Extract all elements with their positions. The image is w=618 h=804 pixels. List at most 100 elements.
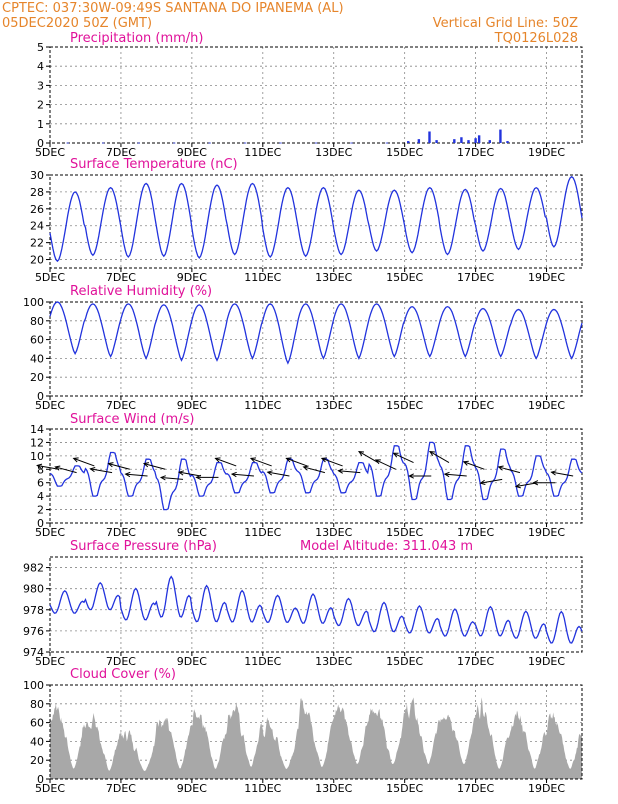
wind-vector-head <box>36 463 43 469</box>
wind-vector-head <box>428 450 435 456</box>
x-tick-label: 17DEC <box>457 399 494 412</box>
wind-vector <box>161 476 184 480</box>
cloud-cover-area <box>50 697 582 779</box>
y-tick-label: 8 <box>37 463 44 476</box>
plot-frame <box>49 556 583 653</box>
y-tick-label: 100 <box>23 296 44 309</box>
x-tick-label: 19DEC <box>528 271 565 284</box>
x-tick-label: 7DEC <box>106 526 136 539</box>
wind-vector-head <box>302 465 309 471</box>
y-tick-label: 40 <box>30 352 44 365</box>
x-tick-label: 17DEC <box>457 271 494 284</box>
wind-vector <box>551 471 574 477</box>
pres-panel: Surface Pressure (hPa) Model Altitude: 3… <box>23 539 583 668</box>
wind-vector-head <box>392 452 399 458</box>
x-tick-label: 15DEC <box>386 655 423 668</box>
y-tick-label: 974 <box>23 646 44 659</box>
y-tick-label: 1 <box>37 118 44 131</box>
x-tick-label: 5DEC <box>35 271 65 284</box>
y-tick-label: 6 <box>37 477 44 490</box>
wind-vector <box>286 457 308 467</box>
x-tick-label: 15DEC <box>386 146 423 159</box>
y-tick-label: 5 <box>37 41 44 54</box>
wind-vector-head <box>337 468 344 474</box>
wind-vector <box>125 473 148 477</box>
rh-title: Relative Humidity (%) <box>70 284 212 299</box>
wind-vector-head <box>514 483 521 489</box>
wind-vector <box>463 461 485 470</box>
x-tick-label: 19DEC <box>528 399 565 412</box>
wind-vector <box>215 457 237 467</box>
precip-bar <box>314 142 318 144</box>
wind-vector-head <box>89 466 96 473</box>
y-tick-label: 100 <box>23 679 44 692</box>
precip-bar <box>102 142 105 144</box>
wind-vector-head <box>374 459 381 465</box>
x-tick-label: 11DEC <box>244 655 281 668</box>
y-tick-label: 2 <box>37 504 44 517</box>
cloud-panel: Cloud Cover (%) 0 20 40 60 80 100 5DEC 7DEC 9DEC… <box>23 667 583 795</box>
x-tick-label: 11DEC <box>244 782 281 795</box>
y-tick-label: 12 <box>30 436 44 449</box>
wind-vector <box>90 468 113 474</box>
y-tick-label: 80 <box>30 698 44 711</box>
precip-bar <box>467 140 470 143</box>
y-tick-label: 0 <box>37 773 44 786</box>
precip-bar <box>279 142 282 144</box>
wind-vector <box>338 470 361 474</box>
temp-panel: Surface Temperature (nC) 20 22 24 26 28 30 5DE… <box>30 157 583 284</box>
temp-plot: 20 22 24 26 28 30 5DEC 7DEC 9DEC 11DEC 13DEC 15DEC 1… <box>30 169 583 284</box>
wind-vector-head <box>177 470 185 476</box>
y-tick-label: 980 <box>23 583 44 596</box>
x-tick-label: 19DEC <box>528 655 565 668</box>
x-tick-label: 5DEC <box>35 526 65 539</box>
wind-vector-head <box>230 471 237 478</box>
y-tick-label: 0 <box>37 137 44 150</box>
x-tick-label: 13DEC <box>315 271 352 284</box>
wind-vector-head <box>285 457 292 463</box>
y-tick-label: 0 <box>37 517 44 530</box>
cloud-title: Cloud Cover (%) <box>70 667 176 682</box>
x-tick-label: 11DEC <box>244 399 281 412</box>
precip-bar <box>243 142 247 144</box>
wind-vector-head <box>72 457 79 463</box>
wind-vector-head <box>107 462 114 468</box>
x-tick-label: 13DEC <box>315 399 352 412</box>
wind-vector-head <box>320 457 327 463</box>
wind-vector <box>321 457 343 467</box>
y-tick-label: 3 <box>37 79 44 92</box>
precip-panel: Precipitation (mm/h) 0 1 2 3 4 5 5DEC 7DEC 9DEC 1… <box>35 31 583 159</box>
x-tick-label: 13DEC <box>315 782 352 795</box>
wind-vector <box>444 473 467 477</box>
precip-bar <box>477 135 481 143</box>
plot-frame <box>49 301 583 397</box>
wind-vector <box>498 466 521 474</box>
x-tick-label: 17DEC <box>457 526 494 539</box>
temp-title: Surface Temperature (nC) <box>70 157 238 172</box>
temp-series-line <box>49 175 583 263</box>
y-tick-label: 40 <box>30 735 44 748</box>
y-tick-label: 10 <box>30 450 44 463</box>
pres-plot: 974 976 978 980 982 5DEC 7DEC 9DEC 11DEC 13DEC 15D… <box>23 556 583 668</box>
plot-frame <box>49 174 583 269</box>
wind-vector-head <box>358 450 365 456</box>
wind-vector-head <box>443 471 450 478</box>
wind-vector <box>267 471 290 477</box>
x-tick-label: 13DEC <box>315 526 352 539</box>
cloud-plot: 0 20 40 60 80 100 5DEC 7DEC 9DEC 11DEC 13DEC 15DEC 1… <box>23 679 583 795</box>
x-tick-label: 9DEC <box>177 146 207 159</box>
x-tick-label: 7DEC <box>106 271 136 284</box>
rh-plot: 0 20 40 60 80 100 5DEC 7DEC 9DEC 11DEC 13DEC 15DEC 1… <box>23 296 583 412</box>
wind-vector <box>250 457 272 467</box>
x-tick-label: 7DEC <box>106 782 136 795</box>
precip-bar <box>506 141 509 143</box>
wind-vector-head <box>497 465 504 471</box>
wind-vector <box>375 459 397 470</box>
pressure-series-line <box>49 575 583 644</box>
precip-bar <box>460 137 463 143</box>
x-tick-label: 5DEC <box>35 782 65 795</box>
precip-bar <box>417 139 421 143</box>
x-tick-label: 5DEC <box>35 399 65 412</box>
wind-vector <box>480 478 503 484</box>
